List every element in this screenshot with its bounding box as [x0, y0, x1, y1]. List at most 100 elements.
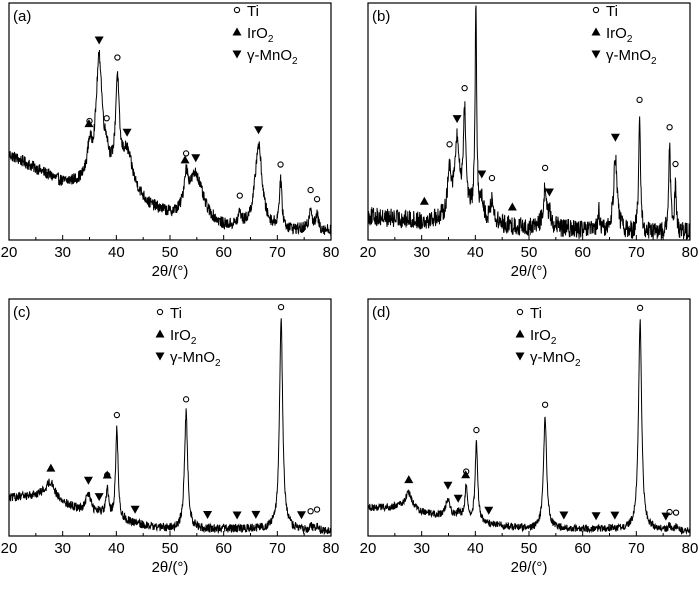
peak-marker-triangle-down — [94, 36, 104, 45]
legend-label: γ-MnO2 — [530, 349, 581, 369]
x-axis-label: 2θ/(°) — [152, 559, 189, 576]
legend-marker-triangle-up — [232, 27, 242, 36]
x-tick-label: 50 — [521, 540, 538, 557]
peak-marker-circle — [636, 96, 643, 103]
peak-marker-triangle-down — [251, 510, 261, 519]
x-axis-label: 2θ/(°) — [511, 559, 548, 576]
peak-marker-circle — [313, 196, 321, 203]
peak-marker-triangle-down — [254, 126, 264, 135]
peak-marker-circle — [182, 150, 190, 157]
x-axis-label: 2θ/(°) — [152, 263, 189, 280]
x-tick-label: 50 — [162, 244, 179, 261]
peak-marker-triangle-down — [477, 170, 487, 179]
panel-label: (c) — [13, 304, 31, 321]
x-tick-label: 50 — [162, 540, 179, 557]
peak-marker-triangle-down — [452, 115, 462, 124]
x-tick-label: 80 — [323, 540, 340, 557]
peak-marker-triangle-up — [46, 463, 56, 472]
peak-marker-circle — [666, 124, 673, 131]
peak-marker-circle — [541, 164, 549, 172]
legend-label: Ti — [530, 305, 542, 322]
xrd-trace — [9, 318, 331, 536]
peak-marker-circle — [473, 426, 480, 434]
xrd-trace — [368, 319, 690, 535]
legend-marker-triangle-up — [515, 329, 525, 338]
legend-marker-triangle-down — [155, 352, 165, 361]
peak-marker-triangle-up — [404, 475, 414, 484]
x-tick-label: 20 — [360, 540, 377, 557]
x-tick-label: 40 — [108, 540, 125, 557]
legend-marker-circle — [516, 308, 524, 316]
legend-marker-circle — [592, 6, 600, 14]
legend-marker-triangle-down — [515, 352, 525, 361]
x-tick-label: 60 — [574, 244, 591, 261]
x-tick-label: 60 — [215, 540, 232, 557]
peak-marker-circle — [114, 54, 121, 61]
peak-marker-circle — [277, 161, 284, 168]
panel-label: (b) — [372, 8, 390, 25]
peak-marker-triangle-down — [661, 512, 671, 521]
peak-marker-circle — [672, 509, 680, 516]
panel-label: (d) — [372, 304, 390, 321]
peak-marker-triangle-up — [84, 119, 94, 128]
peak-marker-triangle-down — [610, 133, 620, 142]
peak-marker-circle — [307, 186, 314, 194]
peak-marker-circle — [236, 192, 243, 199]
peak-marker-circle — [313, 506, 321, 513]
peak-marker-circle — [541, 401, 549, 408]
peak-marker-triangle-up — [507, 202, 517, 211]
legend-label: γ-MnO2 — [170, 349, 221, 369]
x-tick-label: 30 — [413, 540, 430, 557]
peak-marker-circle — [113, 411, 121, 419]
x-tick-label: 70 — [628, 244, 645, 261]
x-tick-label: 20 — [360, 244, 377, 261]
peak-marker-circle — [636, 304, 644, 312]
peak-marker-triangle-down — [130, 505, 140, 514]
x-tick-label: 70 — [628, 540, 645, 557]
peak-marker-triangle-down — [83, 476, 93, 485]
xrd-trace — [9, 49, 331, 236]
x-tick-label: 70 — [269, 244, 286, 261]
peak-marker-circle — [103, 115, 110, 122]
x-tick-label: 50 — [521, 244, 538, 261]
x-tick-label: 30 — [54, 244, 71, 261]
x-tick-label: 80 — [682, 540, 699, 557]
x-tick-label: 30 — [413, 244, 430, 261]
legend-label: IrO2 — [530, 327, 557, 347]
peak-marker-triangle-down — [443, 481, 453, 490]
peak-marker-circle — [182, 396, 190, 403]
x-tick-label: 80 — [682, 244, 699, 261]
peak-marker-triangle-down — [453, 494, 463, 503]
peak-marker-triangle-down — [484, 506, 494, 515]
legend-label: IrO2 — [606, 25, 633, 45]
x-tick-label: 40 — [467, 244, 484, 261]
legend-marker-triangle-down — [591, 50, 601, 59]
legend-label: Ti — [170, 305, 182, 322]
legend-label: γ-MnO2 — [606, 47, 657, 67]
peak-marker-circle — [461, 84, 468, 92]
legend-label: γ-MnO2 — [247, 47, 298, 67]
legend-marker-circle — [233, 6, 241, 14]
peak-marker-circle — [277, 304, 285, 311]
peak-marker-circle — [672, 160, 679, 168]
x-tick-label: 80 — [323, 244, 340, 261]
peak-marker-triangle-down — [610, 511, 620, 520]
peak-marker-triangle-down — [94, 493, 104, 502]
peak-marker-triangle-down — [191, 154, 201, 163]
x-tick-label: 40 — [467, 540, 484, 557]
peak-marker-triangle-down — [591, 512, 601, 521]
peak-marker-triangle-down — [232, 511, 242, 520]
legend-label: IrO2 — [247, 25, 274, 45]
legend-label: Ti — [606, 3, 618, 20]
panel-label: (a) — [13, 8, 31, 25]
x-tick-label: 20 — [1, 540, 18, 557]
x-tick-label: 60 — [574, 540, 591, 557]
peak-marker-triangle-down — [203, 511, 213, 520]
legend-marker-triangle-up — [155, 329, 165, 338]
peak-marker-triangle-down — [296, 511, 306, 520]
